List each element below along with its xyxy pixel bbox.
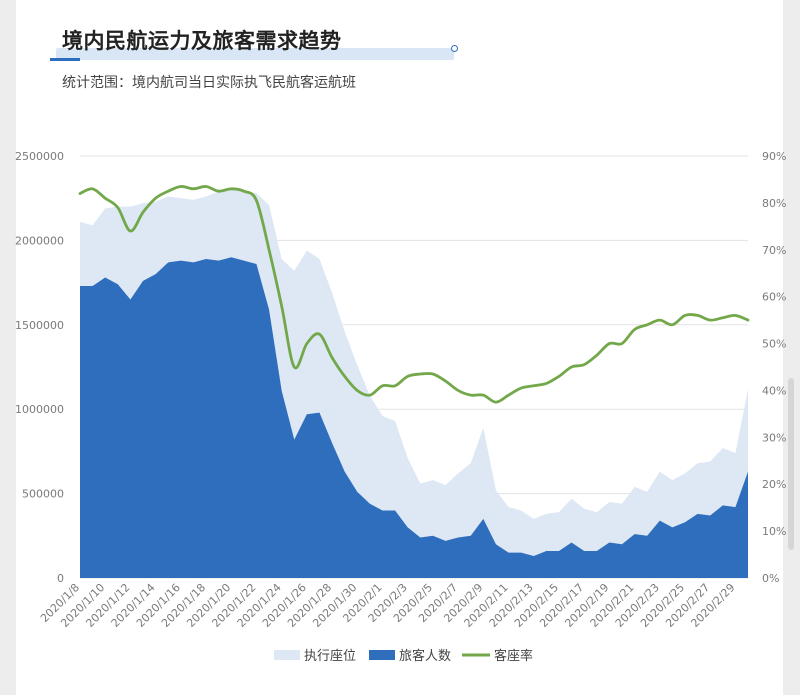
y-left-tick-label: 2000000 [15,234,64,247]
right-axis-ticks: 0% 10% 20% 30% 40% 50% 60% 70% 80% 90% [762,150,786,585]
title-underline-bar [56,48,454,60]
y-right-tick-label: 80% [762,197,786,210]
line-series [78,185,750,404]
area-series [80,189,748,578]
y-left-tick-label: 2500000 [15,150,64,163]
y-left-tick-label: 1000000 [15,403,64,416]
chart-title: 境内民航运力及旅客需求趋势 [62,29,342,53]
y-right-tick-label: 10% [762,525,786,538]
legend-load-factor-label: 客座率 [494,648,533,664]
y-right-tick-label: 30% [762,431,786,444]
x-axis-ticks: 2020/1/82020/1/102020/1/122020/1/142020/… [38,581,738,630]
y-right-tick-label: 0% [762,572,779,585]
y-right-tick-label: 20% [762,478,786,491]
scrollbar-thumb[interactable] [788,378,794,550]
y-right-tick-label: 60% [762,291,786,304]
legend-seats-label: 执行座位 [304,649,356,664]
title-underline-accent [50,58,80,61]
y-left-tick-label: 500000 [22,488,64,501]
area-passengers [80,257,748,578]
chart-subtitle: 统计范围：境内航司当日实际执飞民航客运航班 [62,75,356,91]
left-axis-ticks: 0 500000 1000000 1500000 2000000 2500000 [15,150,64,585]
y-right-tick-label: 50% [762,338,786,351]
title-underline-dot [451,45,458,52]
legend-passengers-swatch [369,650,395,660]
legend-passengers-label: 旅客人数 [399,648,451,664]
y-right-tick-label: 70% [762,244,786,257]
legend: 执行座位 旅客人数 客座率 [274,648,533,664]
line-load-factor [78,185,750,404]
y-right-tick-label: 40% [762,384,786,397]
y-left-tick-label: 0 [57,572,64,585]
y-left-tick-label: 1500000 [15,319,64,332]
y-right-tick-label: 90% [762,150,786,163]
legend-seats-swatch [274,650,300,660]
